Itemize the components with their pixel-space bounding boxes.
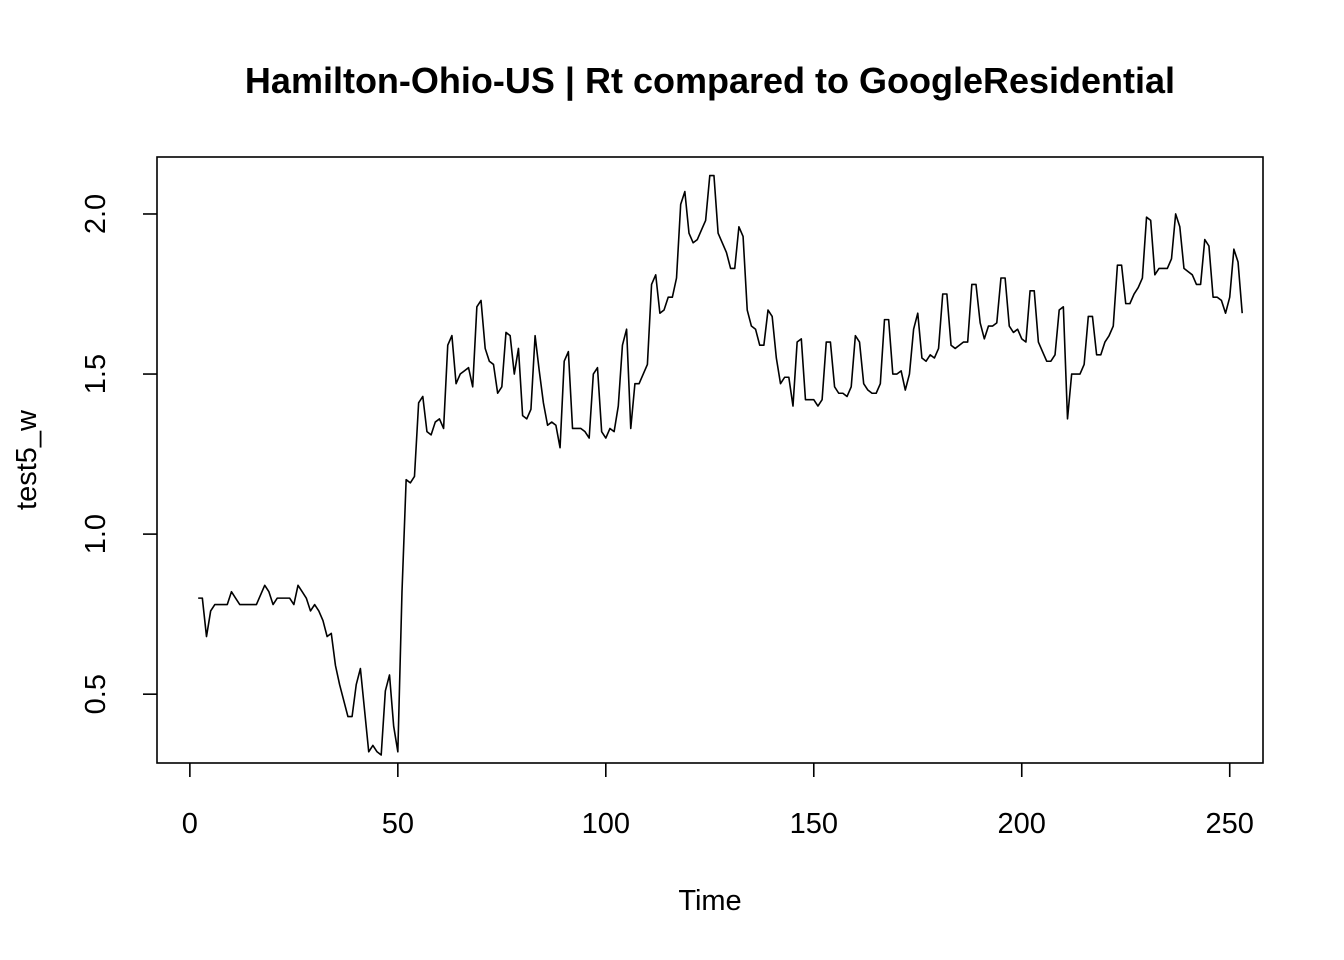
y-tick-label: 2.0 (80, 194, 112, 234)
y-tick-label: 0.5 (80, 674, 112, 714)
y-axis: 0.5 1.0 1.5 2.0 (80, 194, 157, 714)
x-tick-label: 0 (182, 808, 198, 840)
x-tick-label: 200 (998, 808, 1046, 840)
x-tick-label: 150 (790, 808, 838, 840)
x-axis: 0 50 100 150 200 250 (182, 763, 1254, 840)
y-axis-label: test5_w (11, 409, 43, 510)
x-axis-label: Time (678, 885, 741, 917)
x-tick-label: 250 (1206, 808, 1254, 840)
plot-frame (156, 156, 1264, 764)
x-tick-label: 100 (582, 808, 630, 840)
y-tick-label: 1.5 (80, 354, 112, 394)
series-line (198, 174, 1243, 756)
x-tick-label: 50 (382, 808, 414, 840)
y-tick-label: 1.0 (80, 514, 112, 554)
chart-title: Hamilton-Ohio-US | Rt compared to Google… (245, 60, 1175, 102)
